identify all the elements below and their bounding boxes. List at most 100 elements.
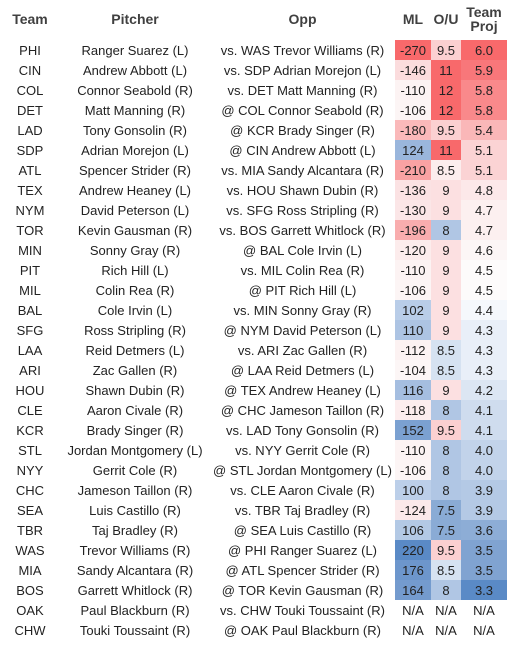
cell-opp: @ PHI Ranger Suarez (L) (227, 542, 378, 558)
cell-ou: 11 (431, 60, 461, 80)
cell-ml: -196 (395, 220, 431, 240)
table-row: NYM David Peterson (L) vs. SFG Ross Stripl… (0, 200, 509, 220)
cell-team: BAL (17, 302, 43, 318)
header-ou: O/U (433, 11, 459, 27)
cell-pitcher: Luis Castillo (R) (89, 502, 181, 518)
cell-team: MIA (18, 562, 42, 578)
table-row: WAS Trevor Williams (R) @ PHI Ranger Suare… (0, 540, 509, 560)
cell-team-proj: 4.0 (461, 460, 507, 480)
cell-pitcher: Aaron Civale (R) (86, 402, 184, 418)
cell-opp: @ OAK Paul Blackburn (R) (224, 622, 381, 638)
cell-opp: vs. NYY Gerrit Cole (R) (235, 442, 370, 458)
cell-opp: @ COL Connor Seabold (R) (221, 102, 384, 118)
cell-ou: 9 (431, 260, 461, 280)
cell-opp: @ BAL Cole Irvin (L) (243, 242, 362, 258)
cell-team: SEA (16, 502, 43, 518)
cell-pitcher: Spencer Strider (R) (79, 162, 191, 178)
cell-team-proj: 4.5 (461, 260, 507, 280)
table-row: CHW Touki Toussaint (R) @ OAK Paul Blackbu… (0, 620, 509, 640)
cell-opp: @ TOR Kevin Gausman (R) (221, 582, 384, 598)
cell-team-proj: 5.1 (461, 140, 507, 160)
cell-ou: 12 (431, 100, 461, 120)
cell-ou: 8 (431, 440, 461, 460)
cell-ou: 8.5 (431, 340, 461, 360)
cell-opp: vs. ARI Zac Gallen (R) (237, 342, 368, 358)
cell-team-proj: 4.7 (461, 200, 507, 220)
cell-team: BOS (16, 582, 44, 598)
cell-pitcher: Adrian Morejon (L) (81, 142, 189, 158)
cell-ou: 8.5 (431, 160, 461, 180)
cell-ou: 9.5 (431, 540, 461, 560)
cell-ml: 102 (395, 300, 431, 320)
cell-ou: 8.5 (431, 560, 461, 580)
table-row: SFG Ross Stripling (R) @ NYM David Peterso… (0, 320, 509, 340)
table-row: OAK Paul Blackburn (R) vs. CHW Touki Touss… (0, 600, 509, 620)
cell-ou: 9 (431, 200, 461, 220)
cell-ml: -112 (395, 340, 431, 360)
cell-opp: vs. DET Matt Manning (R) (227, 82, 378, 98)
cell-team: ARI (19, 362, 41, 378)
cell-opp: vs. HOU Shawn Dubin (R) (226, 182, 379, 198)
cell-team-proj: 4.7 (461, 220, 507, 240)
table-row: STL Jordan Montgomery (L) vs. NYY Gerrit C… (0, 440, 509, 460)
cell-opp: @ SEA Luis Castillo (R) (233, 522, 372, 538)
cell-team: CHC (15, 482, 45, 498)
cell-ou: 9.5 (431, 120, 461, 140)
cell-ml: -270 (395, 40, 431, 60)
cell-pitcher: Colin Rea (R) (95, 282, 175, 298)
cell-opp: vs. CHW Touki Toussaint (R) (220, 602, 385, 618)
cell-team-proj: 4.6 (461, 240, 507, 260)
cell-ml: 110 (395, 320, 431, 340)
cell-team-proj: 5.4 (461, 120, 507, 140)
cell-ml: -118 (395, 400, 431, 420)
cell-ml: -146 (395, 60, 431, 80)
cell-ml: 176 (395, 560, 431, 580)
cell-team-proj: 5.9 (461, 60, 507, 80)
cell-ml: N/A (395, 620, 431, 640)
table-header: Team Pitcher Opp ML O/U Team Proj (0, 0, 509, 38)
cell-team: TBR (17, 522, 43, 538)
cell-team: COL (16, 82, 44, 98)
cell-ml: 152 (395, 420, 431, 440)
cell-opp: vs. LAD Tony Gonsolin (R) (226, 422, 379, 438)
cell-opp: vs. MIA Sandy Alcantara (R) (221, 162, 384, 178)
cell-opp: @ CIN Andrew Abbott (L) (229, 142, 376, 158)
cell-team: TOR (16, 222, 44, 238)
header-team: Team (12, 11, 48, 27)
cell-opp: @ PIT Rich Hill (L) (248, 282, 357, 298)
cell-ou: 9 (431, 320, 461, 340)
cell-ml: -210 (395, 160, 431, 180)
cell-team: KCR (16, 422, 44, 438)
cell-ml: 164 (395, 580, 431, 600)
cell-pitcher: Shawn Dubin (R) (85, 382, 185, 398)
cell-opp: vs. WAS Trevor Williams (R) (220, 42, 385, 58)
cell-ml: -110 (395, 260, 431, 280)
table-row: MIN Sonny Gray (R) @ BAL Cole Irvin (L) -12… (0, 240, 509, 260)
table-row: TEX Andrew Heaney (L) vs. HOU Shawn Dubin … (0, 180, 509, 200)
cell-ml: -106 (395, 100, 431, 120)
cell-opp: @ LAA Reid Detmers (L) (230, 362, 375, 378)
cell-ml: -110 (395, 80, 431, 100)
cell-pitcher: Garrett Whitlock (R) (77, 582, 193, 598)
table-row: MIL Colin Rea (R) @ PIT Rich Hill (L) -106 9… (0, 280, 509, 300)
cell-pitcher: Ross Stripling (R) (84, 322, 186, 338)
cell-ml: -124 (395, 500, 431, 520)
cell-pitcher: Touki Toussaint (R) (79, 622, 191, 638)
cell-pitcher: Jordan Montgomery (L) (67, 442, 203, 458)
header-pitcher: Pitcher (111, 11, 159, 27)
cell-pitcher: Rich Hill (L) (101, 262, 169, 278)
table-row: BAL Cole Irvin (L) vs. MIN Sonny Gray (R) 1… (0, 300, 509, 320)
cell-team: TEX (17, 182, 43, 198)
table-row: SEA Luis Castillo (R) vs. TBR Taj Bradley … (0, 500, 509, 520)
cell-team: HOU (15, 382, 45, 398)
cell-pitcher: Paul Blackburn (R) (80, 602, 190, 618)
cell-team-proj: 5.8 (461, 100, 507, 120)
cell-pitcher: Kevin Gausman (R) (77, 222, 193, 238)
cell-ml: -106 (395, 280, 431, 300)
table-row: HOU Shawn Dubin (R) @ TEX Andrew Heaney (L… (0, 380, 509, 400)
table-row: LAA Reid Detmers (L) vs. ARI Zac Gallen (R… (0, 340, 509, 360)
cell-pitcher: Ranger Suarez (L) (81, 42, 189, 58)
cell-team-proj: 4.3 (461, 340, 507, 360)
cell-ml: N/A (395, 600, 431, 620)
